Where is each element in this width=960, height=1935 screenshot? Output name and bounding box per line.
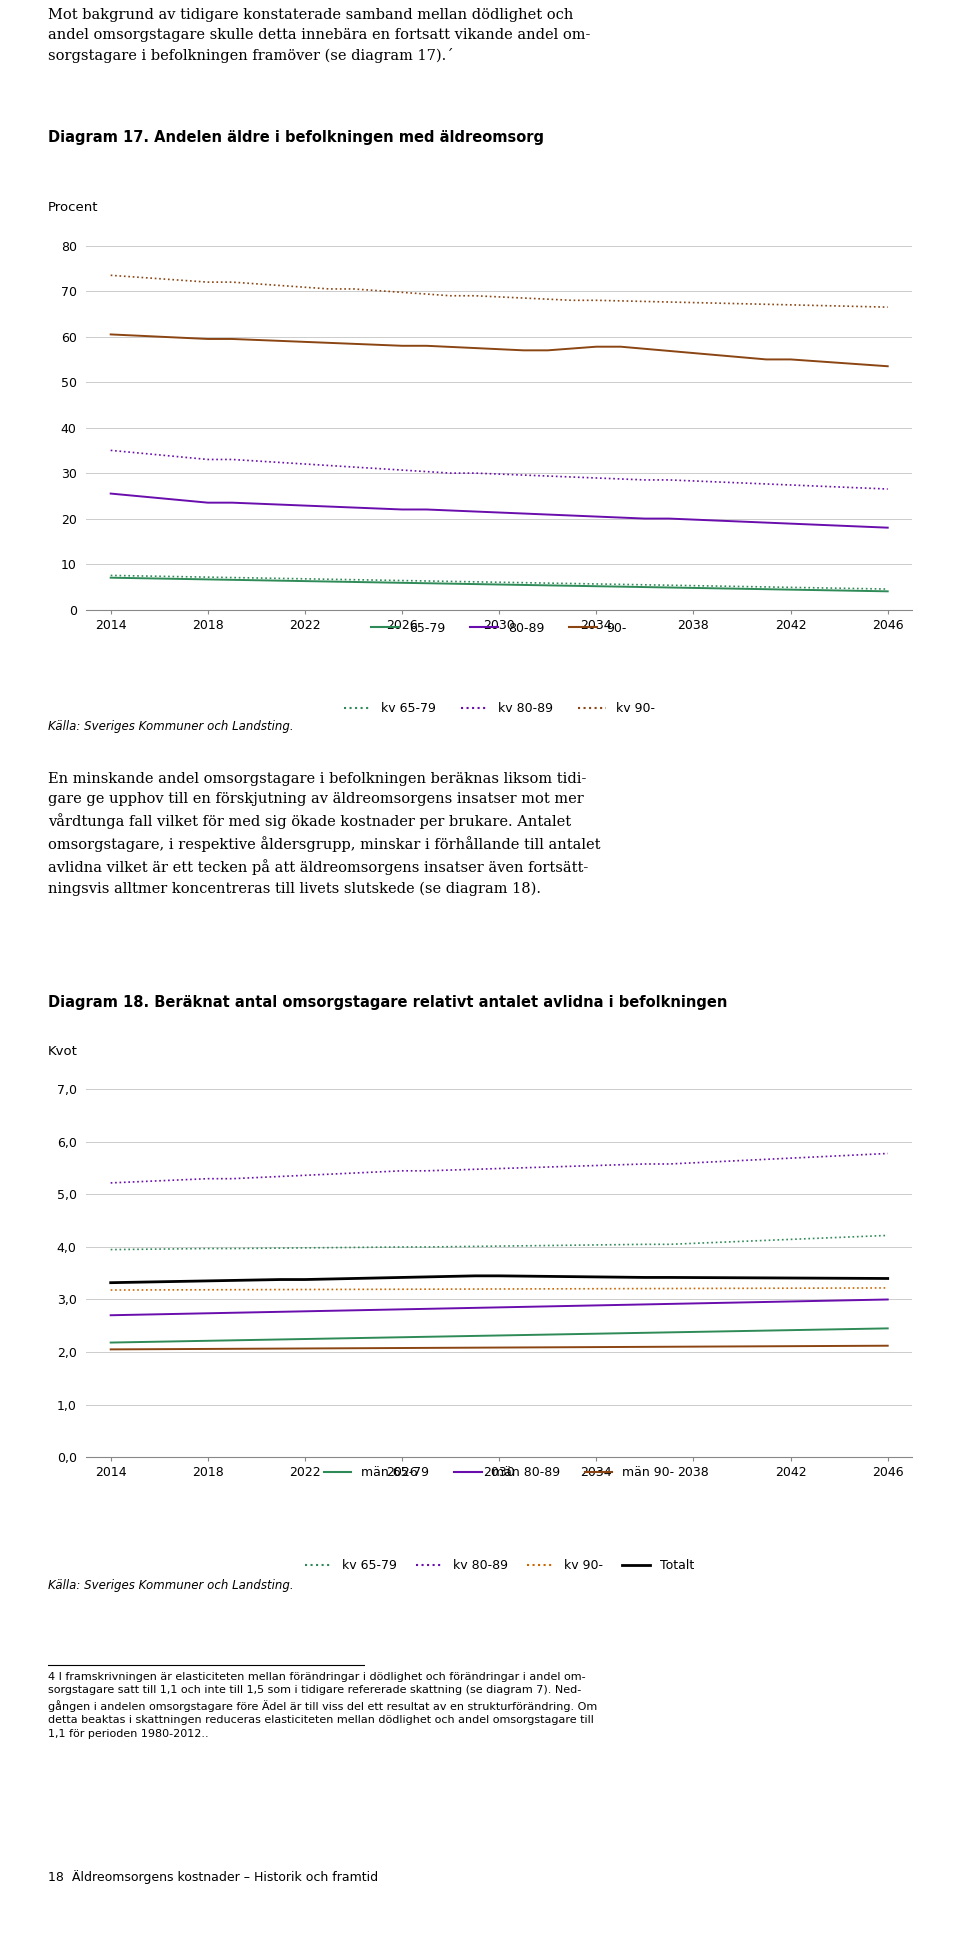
Text: Diagram 18. Beräknat antal omsorgstagare relativt antalet avlidna i befolkningen: Diagram 18. Beräknat antal omsorgstagare… xyxy=(48,995,728,1010)
Text: Kvot: Kvot xyxy=(48,1045,78,1058)
Text: En minskande andel omsorgstagare i befolkningen beräknas liksom tidi-
gare ge up: En minskande andel omsorgstagare i befol… xyxy=(48,772,601,896)
Text: Diagram 17. Andelen äldre i befolkningen med äldreomsorg: Diagram 17. Andelen äldre i befolkningen… xyxy=(48,130,544,145)
Text: 4 I framskrivningen är elasticiteten mellan förändringar i dödlighet och förändr: 4 I framskrivningen är elasticiteten mel… xyxy=(48,1672,597,1740)
Text: 18  Äldreomsorgens kostnader – Historik och framtid: 18 Äldreomsorgens kostnader – Historik o… xyxy=(48,1869,378,1885)
Legend: kv 65-79, kv 80-89, kv 90-: kv 65-79, kv 80-89, kv 90- xyxy=(339,697,660,720)
Legend: kv 65-79, kv 80-89, kv 90-, Totalt: kv 65-79, kv 80-89, kv 90-, Totalt xyxy=(300,1554,699,1577)
Text: Källa: Sveriges Kommuner och Landsting.: Källa: Sveriges Kommuner och Landsting. xyxy=(48,1579,294,1593)
Text: Mot bakgrund av tidigare konstaterade samband mellan dödlighet och
andel omsorgs: Mot bakgrund av tidigare konstaterade sa… xyxy=(48,8,590,64)
Text: Procent: Procent xyxy=(48,201,99,215)
Text: Källa: Sveriges Kommuner och Landsting.: Källa: Sveriges Kommuner och Landsting. xyxy=(48,720,294,733)
